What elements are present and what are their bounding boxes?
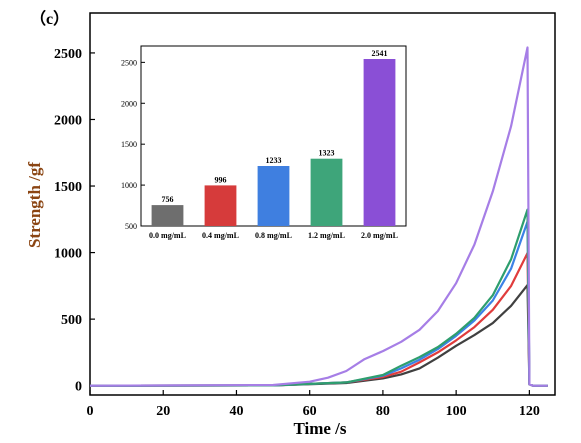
x-tick-label: 20 <box>156 404 170 419</box>
y-tick-label: 0 <box>75 380 82 395</box>
y-tick-label: 2500 <box>54 47 82 62</box>
inset-y-tick-label: 1000 <box>121 181 137 190</box>
inset-bar-4 <box>363 59 396 226</box>
panel-label: （c） <box>30 10 69 28</box>
inset-bar-2 <box>257 166 290 226</box>
inset-category-label: 0.8 mg/mL <box>255 231 292 240</box>
x-tick-label: 60 <box>303 404 317 419</box>
inset-category-label: 0.4 mg/mL <box>202 231 239 240</box>
y-tick-label: 2000 <box>54 113 82 128</box>
inset-bar-value-label: 1233 <box>266 156 282 165</box>
inset-bar-value-label: 1323 <box>319 149 335 158</box>
x-tick-label: 0 <box>87 404 94 419</box>
inset-category-label: 0.0 mg/mL <box>149 231 186 240</box>
main-plot-frame <box>89 12 556 396</box>
inset-y-tick-label: 2000 <box>121 99 137 108</box>
series-line-1 <box>89 252 548 387</box>
y-tick-label: 1000 <box>54 247 82 262</box>
series-line-2 <box>89 220 548 387</box>
x-axis-label: Time /s <box>293 419 346 438</box>
inset-y-tick-label: 2500 <box>121 58 137 67</box>
inset-bar-value-label: 2541 <box>372 49 388 58</box>
x-tick-label: 100 <box>446 404 467 419</box>
inset-bar-1 <box>204 185 237 226</box>
inset-bar-3 <box>310 158 343 226</box>
series-line-4 <box>89 46 548 387</box>
y-tick-label: 500 <box>61 313 82 328</box>
inset-category-label: 1.2 mg/mL <box>308 231 345 240</box>
x-tick-label: 120 <box>519 404 540 419</box>
inset-bar-value-label: 996 <box>215 175 227 184</box>
x-tick-label: 80 <box>376 404 390 419</box>
inset-bar-0 <box>151 205 184 226</box>
inset-bar-value-label: 756 <box>162 195 174 204</box>
y-tick-label: 1500 <box>54 180 82 195</box>
series-line-0 <box>89 284 548 387</box>
inset-category-label: 2.0 mg/mL <box>361 231 398 240</box>
x-tick-label: 40 <box>229 404 243 419</box>
y-axis-label: Strength /gf <box>25 162 44 248</box>
inset-y-tick-label: 1500 <box>121 140 137 149</box>
inset-y-tick-label: 500 <box>125 222 137 231</box>
